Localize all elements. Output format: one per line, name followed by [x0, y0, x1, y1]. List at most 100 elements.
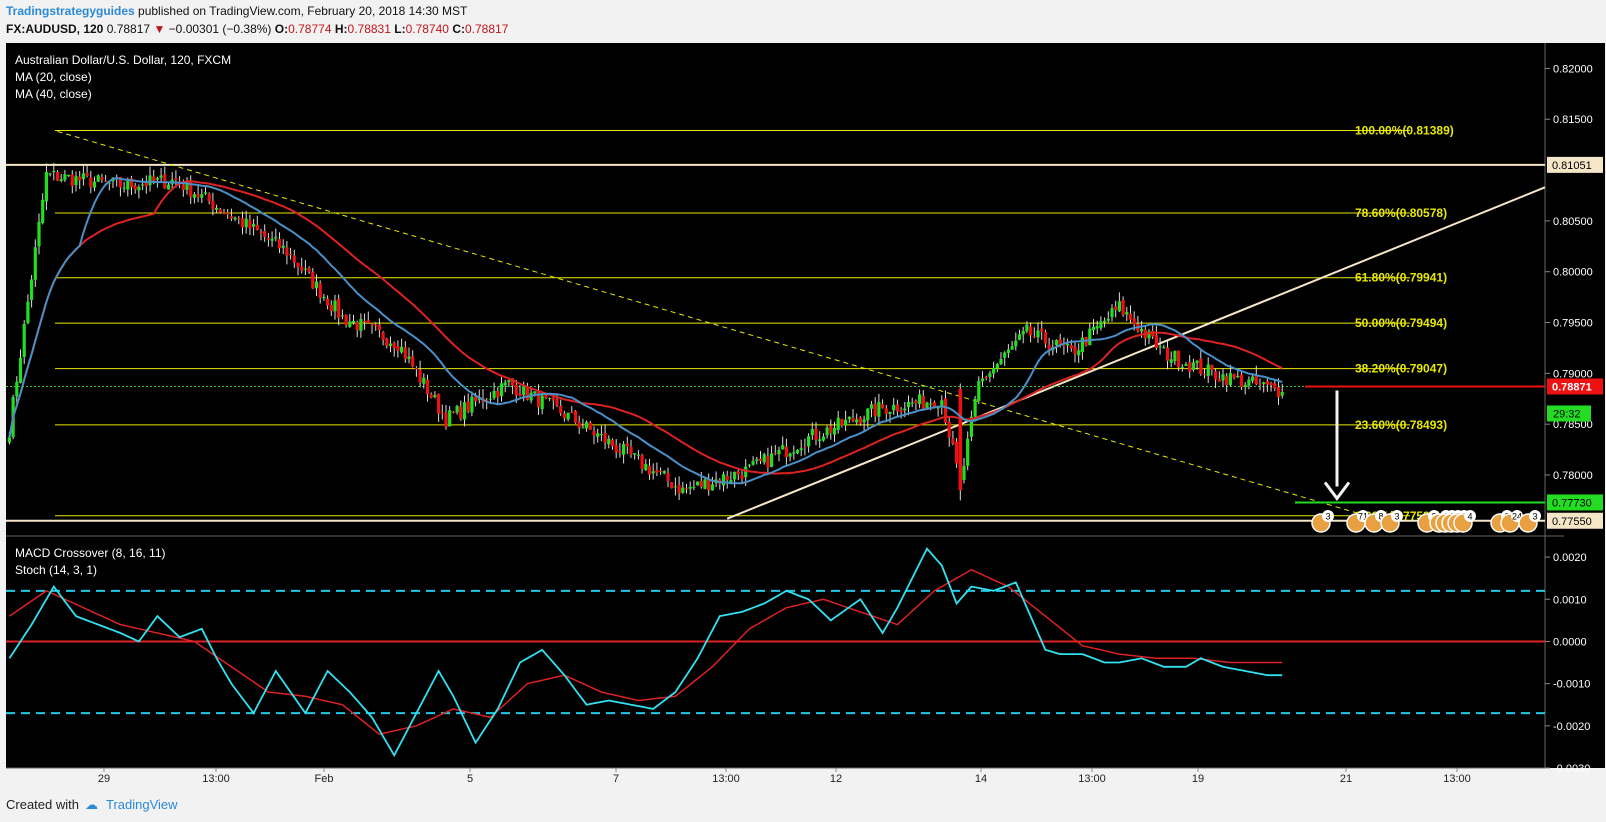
- candle-body[interactable]: [148, 175, 152, 186]
- candle-body[interactable]: [237, 217, 241, 219]
- candle-body[interactable]: [629, 446, 633, 455]
- candle-body[interactable]: [22, 323, 26, 357]
- candle-body[interactable]: [1132, 318, 1136, 325]
- candle-body[interactable]: [555, 398, 559, 406]
- candle-body[interactable]: [329, 304, 333, 312]
- candle-body[interactable]: [1254, 374, 1258, 385]
- candle-body[interactable]: [895, 404, 899, 412]
- candle-body[interactable]: [141, 184, 145, 186]
- candle-body[interactable]: [525, 386, 529, 400]
- candle-body[interactable]: [836, 417, 840, 430]
- candle-body[interactable]: [503, 382, 507, 386]
- candle-body[interactable]: [437, 393, 441, 414]
- candle-body[interactable]: [1188, 362, 1192, 372]
- candle-body[interactable]: [126, 179, 130, 190]
- candle-body[interactable]: [881, 404, 885, 409]
- candle-body[interactable]: [807, 436, 811, 447]
- candle-body[interactable]: [858, 417, 862, 424]
- candle-body[interactable]: [348, 321, 352, 327]
- candle-body[interactable]: [381, 332, 385, 340]
- candle-body[interactable]: [1236, 376, 1240, 378]
- candle-body[interactable]: [292, 255, 296, 263]
- candle-body[interactable]: [866, 408, 870, 421]
- candle-body[interactable]: [511, 378, 515, 386]
- candle-body[interactable]: [1177, 350, 1181, 368]
- candle-body[interactable]: [585, 421, 589, 429]
- candle-body[interactable]: [766, 456, 770, 468]
- candle-body[interactable]: [844, 419, 848, 426]
- candle-body[interactable]: [1103, 320, 1107, 323]
- candle-body[interactable]: [1225, 376, 1229, 386]
- candle-body[interactable]: [940, 400, 944, 407]
- candle-body[interactable]: [1221, 374, 1225, 381]
- candle-body[interactable]: [1099, 321, 1103, 329]
- candle-body[interactable]: [592, 431, 596, 436]
- candle-body[interactable]: [1121, 299, 1125, 315]
- candle-body[interactable]: [425, 379, 430, 395]
- candle-body[interactable]: [218, 209, 222, 213]
- candle-body[interactable]: [1214, 371, 1218, 380]
- candle-body[interactable]: [918, 394, 922, 405]
- candle-body[interactable]: [181, 184, 185, 190]
- candle-body[interactable]: [1054, 340, 1059, 346]
- candle-body[interactable]: [1006, 349, 1010, 353]
- candle-body[interactable]: [189, 181, 193, 197]
- candle-body[interactable]: [588, 422, 592, 430]
- candle-body[interactable]: [1014, 340, 1018, 347]
- candle-body[interactable]: [137, 186, 141, 191]
- author-link[interactable]: Tradingstrategyguides: [6, 4, 135, 18]
- candle-body[interactable]: [266, 237, 270, 240]
- candle-body[interactable]: [96, 175, 100, 182]
- candle-body[interactable]: [118, 176, 122, 188]
- candle-body[interactable]: [633, 453, 637, 455]
- candle-body[interactable]: [666, 472, 670, 481]
- candle-body[interactable]: [211, 200, 215, 210]
- candle-body[interactable]: [603, 433, 607, 443]
- candle-body[interactable]: [52, 171, 56, 173]
- candle-body[interactable]: [696, 481, 700, 486]
- candle-body[interactable]: [710, 484, 714, 491]
- candle-body[interactable]: [1217, 379, 1221, 382]
- candle-body[interactable]: [829, 425, 833, 433]
- candle-body[interactable]: [625, 443, 629, 447]
- candle-body[interactable]: [966, 438, 970, 466]
- candle-body[interactable]: [788, 453, 792, 457]
- candle-body[interactable]: [1191, 362, 1195, 371]
- candle-body[interactable]: [921, 396, 925, 409]
- candle-body[interactable]: [70, 174, 74, 186]
- candle-body[interactable]: [570, 412, 574, 414]
- candle-body[interactable]: [78, 176, 82, 181]
- candle-body[interactable]: [255, 224, 259, 231]
- candle-body[interactable]: [81, 173, 85, 180]
- candle-body[interactable]: [1025, 324, 1029, 332]
- candle-body[interactable]: [33, 247, 37, 280]
- signal-line[interactable]: [8, 568, 1283, 736]
- candle-body[interactable]: [492, 390, 496, 399]
- candle-body[interactable]: [377, 324, 381, 331]
- candle-body[interactable]: [740, 475, 744, 480]
- candle-body[interactable]: [1184, 364, 1188, 366]
- candle-body[interactable]: [899, 409, 903, 413]
- candle-body[interactable]: [55, 171, 60, 181]
- candle-body[interactable]: [962, 465, 966, 480]
- candle-body[interactable]: [536, 391, 541, 408]
- candle-body[interactable]: [662, 471, 666, 474]
- candle-body[interactable]: [1169, 359, 1173, 363]
- candle-body[interactable]: [1262, 382, 1266, 385]
- candle-body[interactable]: [488, 398, 492, 400]
- candle-body[interactable]: [207, 193, 211, 202]
- candle-body[interactable]: [26, 301, 30, 324]
- candle-body[interactable]: [303, 268, 307, 270]
- candle-body[interactable]: [755, 459, 759, 461]
- candle-body[interactable]: [599, 433, 603, 435]
- candle-body[interactable]: [1147, 331, 1151, 339]
- candle-body[interactable]: [311, 271, 315, 289]
- candle-body[interactable]: [1088, 328, 1092, 346]
- candle-body[interactable]: [770, 453, 774, 467]
- candle-body[interactable]: [67, 174, 71, 177]
- candle-body[interactable]: [100, 177, 104, 180]
- candle-body[interactable]: [1106, 318, 1110, 321]
- candle-body[interactable]: [758, 458, 763, 461]
- candle-body[interactable]: [814, 428, 818, 440]
- candle-body[interactable]: [1165, 347, 1170, 361]
